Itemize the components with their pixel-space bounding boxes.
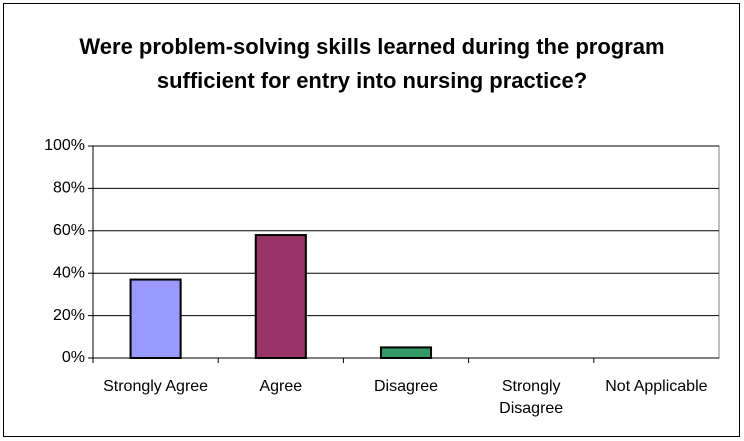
x-tick-label: Strongly Agree: [103, 378, 209, 395]
plot-area: [92, 145, 720, 359]
y-tick-label: 60%: [53, 222, 85, 239]
chart-title: Were problem-solving skills learned duri…: [79, 34, 665, 93]
bar: [254, 234, 307, 359]
y-tick-label: 80%: [53, 180, 85, 197]
y-tick-label: 20%: [53, 307, 85, 324]
x-tick-label: Disagree: [373, 378, 439, 395]
y-tick-label: 0%: [62, 349, 85, 366]
x-tick-label: Strongly Disagree: [499, 378, 564, 417]
x-tick-label: Not Applicable: [605, 378, 708, 395]
x-tick-label: Agree: [259, 378, 303, 395]
bar: [379, 346, 433, 359]
y-tick-label: 100%: [44, 137, 85, 154]
bar: [129, 278, 182, 359]
y-tick-label: 40%: [53, 264, 85, 281]
